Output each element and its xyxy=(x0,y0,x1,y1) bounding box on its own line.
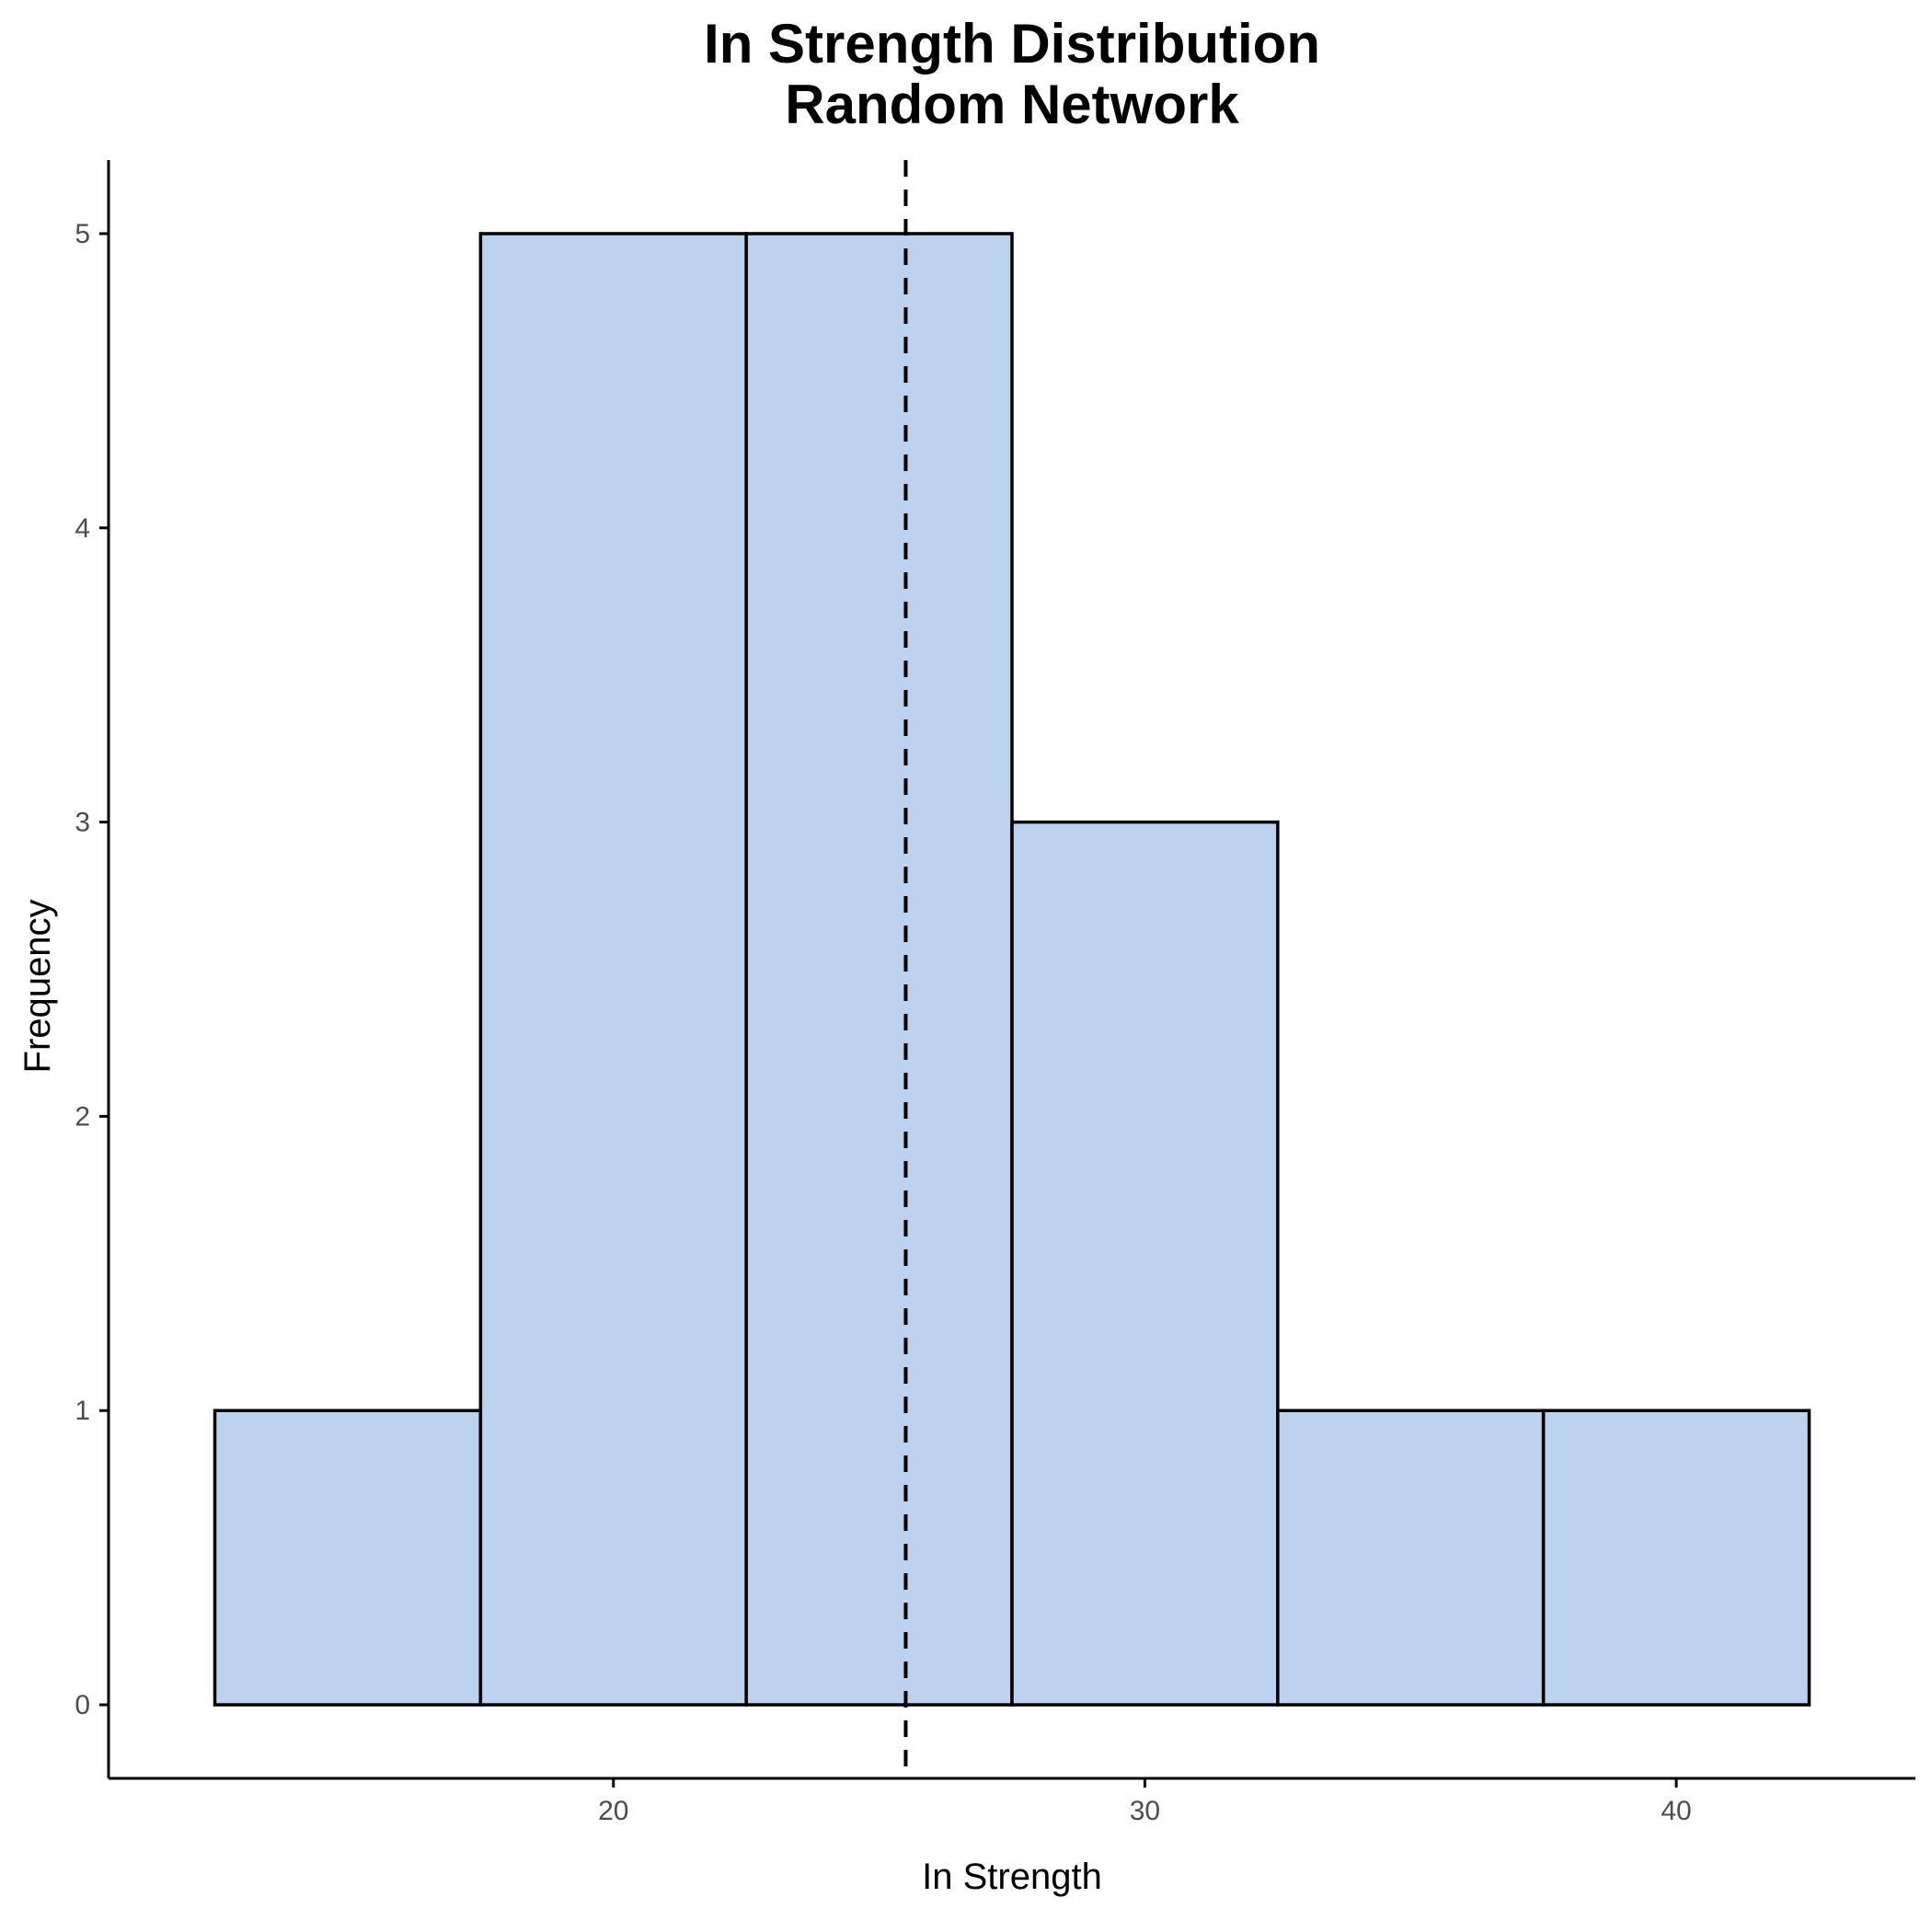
histogram-bar-2 xyxy=(478,232,748,1707)
x-ticks-group: 20 30 40 xyxy=(598,1778,1692,1826)
x-tick-label: 20 xyxy=(598,1796,628,1826)
histogram-bar-1 xyxy=(213,1409,483,1707)
x-axis-label: In Strength xyxy=(922,1857,1102,1897)
histogram-bar-6 xyxy=(1541,1409,1811,1707)
y-tick-label: 0 xyxy=(75,1690,90,1720)
x-tick-label: 30 xyxy=(1130,1796,1160,1826)
chart-subtitle: Random Network xyxy=(785,74,1239,135)
y-tick-label: 1 xyxy=(75,1396,90,1426)
y-tick-label: 5 xyxy=(75,219,90,249)
y-tick-label: 2 xyxy=(75,1101,90,1132)
histogram-bar-4 xyxy=(1010,820,1280,1707)
x-tick-label: 40 xyxy=(1661,1796,1691,1826)
chart-title: In Strength Distribution xyxy=(704,13,1320,75)
y-axis-label: Frequency xyxy=(17,900,58,1074)
bars-group xyxy=(213,232,1811,1707)
histogram-bar-5 xyxy=(1276,1409,1546,1707)
y-tick-label: 3 xyxy=(75,808,90,838)
histogram-bar-3 xyxy=(744,232,1014,1707)
y-tick-label: 4 xyxy=(75,513,90,544)
y-ticks-group: 0 1 2 3 4 5 xyxy=(75,219,109,1720)
